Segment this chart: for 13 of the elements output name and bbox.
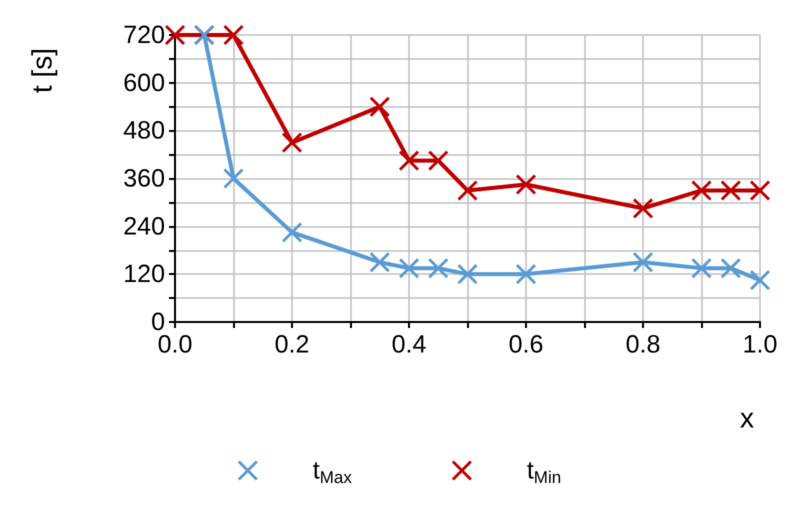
y-tick-label: 360 (123, 164, 165, 192)
y-tick-label: 480 (123, 116, 165, 145)
y-tick-label: 240 (123, 212, 165, 240)
x-tick-label: 1.0 (742, 330, 778, 358)
x-tick-label: 0.2 (274, 330, 310, 358)
y-tick-label: 600 (123, 68, 165, 97)
x-tick-label: 0.6 (508, 330, 544, 358)
y-axis-title: t [s] (26, 48, 58, 94)
x-axis-title: x (740, 402, 754, 434)
y-tick-label: 720 (123, 21, 165, 49)
x-tick-label: 0.4 (392, 330, 426, 358)
y-tick-label: 120 (123, 260, 165, 288)
x-tick-label: 0.8 (626, 330, 660, 358)
